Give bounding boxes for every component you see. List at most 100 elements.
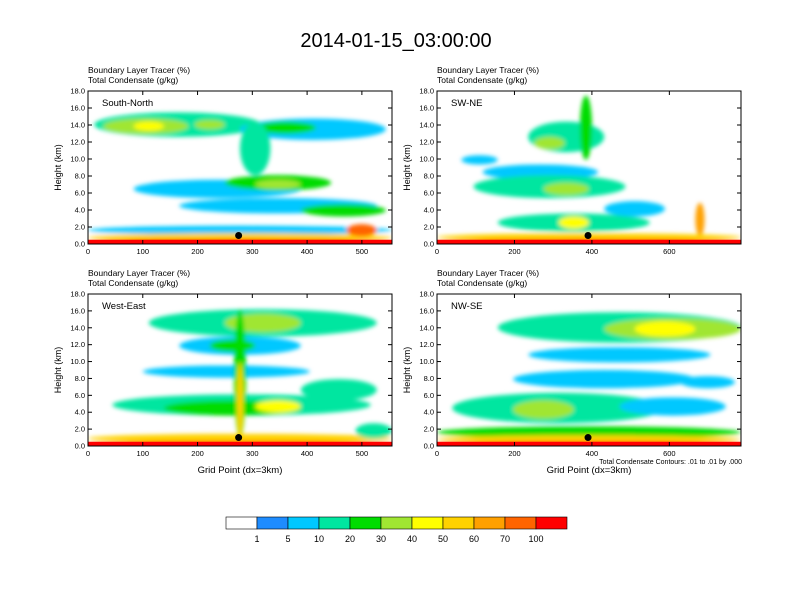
colorbar-swatch	[473, 516, 506, 530]
y-tick-label: 2.0	[424, 223, 434, 232]
y-tick-label: 6.0	[424, 391, 434, 400]
plot-frame	[436, 90, 742, 245]
y-tick-label: 18.0	[419, 87, 434, 96]
chart-panel-nw-se: 0 200 400 600 0.0 2.0 4.0 6.0 8.0 10.0 12.0 14.0 16.…	[402, 268, 742, 476]
chart-panel-south-north: 0 100 200 300 400 500 0.0 2.0 4.0 6.0 8.0 10.0 12.0 1…	[53, 65, 393, 256]
y-axis-label: Height (km)	[53, 347, 63, 394]
colorbar-label: 5	[285, 534, 290, 544]
y-tick-label: 4.0	[424, 408, 434, 417]
y-tick-label: 18.0	[70, 290, 85, 299]
y-tick-label: 6.0	[75, 189, 85, 198]
colorbar-label: 1	[254, 534, 259, 544]
y-tick-label: 12.0	[419, 138, 434, 147]
y-tick-label: 10.0	[70, 155, 85, 164]
y-tick-label: 6.0	[75, 391, 85, 400]
location-marker	[584, 434, 592, 442]
tracer-blob	[300, 204, 386, 217]
y-axis-label: Height (km)	[402, 144, 412, 191]
x-tick-label: 500	[356, 247, 369, 256]
tracer-blob	[558, 216, 589, 229]
y-axis-label: Height (km)	[53, 144, 63, 191]
page-title: 2014-01-15_03:00:00	[300, 30, 492, 52]
tracer-field	[88, 91, 392, 244]
y-tick-label: 10.0	[419, 357, 434, 366]
tracer-blob	[695, 202, 705, 237]
chart-panel-sw-ne: 0 200 400 600 0.0 2.0 4.0 6.0 8.0 10.0 12.0 14.0 16.…	[402, 65, 742, 256]
x-tick-label: 0	[86, 247, 90, 256]
x-tick-label: 600	[663, 247, 676, 256]
x-tick-label: 0	[86, 449, 90, 458]
y-tick-label: 4.0	[75, 408, 85, 417]
colorbar-swatch	[349, 516, 382, 530]
y-tick-label: 12.0	[70, 138, 85, 147]
location-marker	[584, 232, 592, 239]
tracer-blob	[543, 182, 589, 196]
colorbar-swatch	[256, 516, 289, 530]
y-tick-label: 0.0	[424, 442, 434, 451]
y-tick-label: 6.0	[424, 189, 434, 198]
tracer-field	[437, 91, 741, 244]
y-tick-label: 2.0	[75, 425, 85, 434]
tracer-blob	[240, 121, 271, 176]
tracer-blob	[680, 376, 735, 389]
plot-background	[88, 91, 392, 244]
y-tick-label: 2.0	[75, 223, 85, 232]
x-tick-label: 200	[191, 449, 204, 458]
tracer-blob	[619, 397, 726, 416]
y-tick-label: 16.0	[419, 306, 434, 315]
y-tick-label: 14.0	[419, 323, 434, 332]
y-tick-label: 8.0	[75, 374, 85, 383]
y-tick-label: 4.0	[424, 206, 434, 215]
y-tick-label: 2.0	[424, 425, 434, 434]
cross-section-label: West-East	[102, 301, 146, 312]
x-tick-label: 200	[508, 247, 521, 256]
tracer-blob	[142, 365, 310, 378]
y-tick-label: 16.0	[70, 104, 85, 113]
colorbar-label: 20	[345, 534, 355, 544]
y-axis-label: Height (km)	[402, 347, 412, 394]
tracer-blob	[255, 400, 301, 413]
panel-title-condensate: Total Condensate (g/kg)	[88, 75, 178, 85]
tracer-blob	[194, 120, 225, 130]
y-tick-label: 14.0	[70, 323, 85, 332]
colorbar-swatch	[535, 516, 568, 530]
tracer-blob	[255, 179, 301, 189]
x-tick-label: 400	[301, 449, 314, 458]
tracer-blob	[255, 121, 316, 134]
tracer-blob	[355, 423, 392, 439]
tracer-field	[88, 294, 392, 446]
chart-panel-west-east: 0 100 200 300 400 500 0.0 2.0 4.0 6.0 8.0 10.0 12.0 1…	[53, 268, 393, 476]
tracer-blob	[579, 95, 593, 160]
y-tick-label: 14.0	[70, 121, 85, 130]
x-tick-label: 300	[246, 247, 259, 256]
x-tick-label: 300	[246, 449, 259, 458]
y-tick-label: 14.0	[419, 121, 434, 130]
y-tick-label: 0.0	[424, 240, 434, 249]
panel-title-condensate: Total Condensate (g/kg)	[437, 75, 527, 85]
plot-frame	[87, 90, 393, 245]
y-tick-label: 0.0	[75, 442, 85, 451]
colorbar-swatch	[504, 516, 537, 530]
tracer-blob	[236, 362, 244, 439]
surface-band	[437, 441, 741, 446]
colorbar-swatch	[380, 516, 413, 530]
y-tick-label: 4.0	[75, 206, 85, 215]
y-tick-label: 0.0	[75, 240, 85, 249]
tracer-blob	[461, 155, 498, 165]
colorbar-label: 70	[500, 534, 510, 544]
colorbar-label: 60	[469, 534, 479, 544]
colorbar-swatch	[411, 516, 444, 530]
x-tick-label: 100	[137, 449, 150, 458]
colorbar-label: 100	[528, 534, 543, 544]
y-tick-label: 8.0	[75, 172, 85, 181]
tracer-field	[437, 294, 741, 446]
tracer-blob	[346, 224, 377, 237]
y-tick-label: 10.0	[70, 357, 85, 366]
plot-frame	[87, 293, 393, 447]
tracer-blob	[209, 339, 256, 352]
tracer-blob	[534, 136, 565, 150]
cross-section-label: South-North	[102, 98, 153, 109]
tracer-blob	[513, 370, 696, 389]
x-tick-label: 600	[663, 449, 676, 458]
colorbar: 1 5 10 20 30 40 50 60 70 100	[225, 516, 568, 544]
